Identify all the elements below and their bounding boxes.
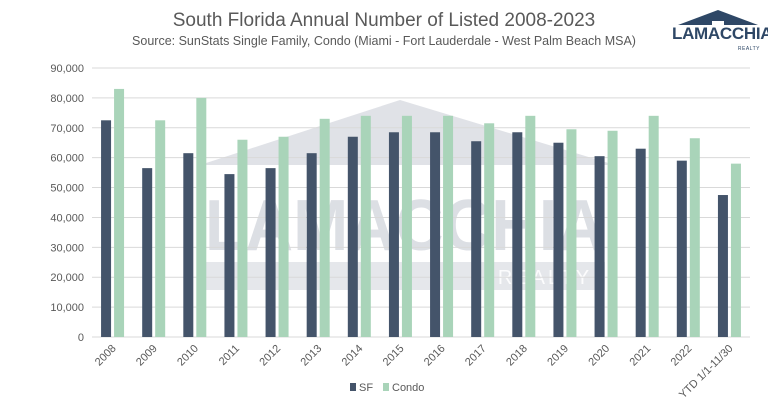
- bar-condo: [525, 115, 536, 337]
- bar-condo: [689, 138, 700, 337]
- bar-sf: [430, 132, 441, 337]
- bar-condo: [360, 115, 371, 337]
- x-tick-label: 2020: [586, 343, 612, 369]
- legend-swatch-condo: [383, 383, 389, 391]
- y-tick-label: 90,000: [50, 63, 84, 75]
- x-tick-label: 2022: [669, 343, 695, 369]
- y-tick-label: 40,000: [50, 212, 84, 224]
- x-tick-label: 2018: [504, 343, 530, 369]
- bar-sf: [635, 148, 646, 337]
- y-tick-label: 50,000: [50, 183, 84, 195]
- y-tick-label: 30,000: [50, 242, 84, 254]
- y-tick-label: 70,000: [50, 123, 84, 135]
- x-tick-label: 2013: [299, 343, 325, 369]
- bar-condo: [278, 136, 289, 337]
- bar-condo: [443, 115, 454, 337]
- logo-tagline: REALTY: [737, 46, 760, 52]
- bar-condo: [196, 97, 207, 337]
- legend-label-condo: Condo: [392, 382, 424, 394]
- y-tick-label: 20,000: [50, 272, 84, 284]
- bar-condo: [114, 88, 125, 337]
- bar-sf: [224, 174, 235, 337]
- x-tick-label: 2008: [93, 343, 119, 369]
- bar-sf: [717, 195, 728, 337]
- bar-condo: [237, 139, 248, 337]
- bar-condo: [484, 123, 495, 338]
- bar-condo: [319, 118, 330, 337]
- y-tick-label: 10,000: [50, 302, 84, 314]
- lamacchia-logo: LAMACCHIA REALTY: [672, 8, 768, 56]
- x-tick-label: 2011: [217, 343, 242, 368]
- x-tick-label: 2015: [381, 343, 407, 369]
- x-tick-label: 2012: [257, 343, 283, 369]
- bar-sf: [594, 156, 605, 337]
- y-tick-label: 60,000: [50, 153, 84, 165]
- bar-condo: [648, 115, 659, 337]
- bar-sf: [512, 132, 523, 337]
- y-tick-label: 0: [78, 332, 84, 344]
- bar-condo: [607, 130, 618, 337]
- logo-roof-icon: [678, 10, 758, 25]
- bar-condo: [730, 163, 741, 337]
- chart-title: South Florida Annual Number of Listed 20…: [172, 10, 596, 31]
- bar-sf: [388, 132, 399, 337]
- bar-sf: [347, 136, 358, 337]
- bar-sf: [471, 141, 482, 337]
- bar-sf: [265, 168, 276, 337]
- bar-condo: [155, 120, 166, 337]
- bar-sf: [183, 153, 194, 337]
- x-tick-label: 2016: [422, 343, 448, 369]
- legend-swatch-sf: [350, 383, 356, 391]
- chart-subtitle: Source: SunStats Single Family, Condo (M…: [132, 34, 636, 48]
- x-tick-label: 2019: [545, 343, 571, 369]
- x-tick-label: 2010: [175, 343, 201, 369]
- bar-sf: [306, 153, 317, 337]
- logo-wordmark: LAMACCHIA: [672, 24, 768, 43]
- bar-sf: [553, 142, 564, 337]
- x-tick-label: 2014: [340, 343, 366, 369]
- bar-sf: [142, 168, 153, 337]
- legend-label-sf: SF: [359, 382, 373, 394]
- x-tick-label: 2021: [628, 343, 654, 369]
- watermark-subtext: REALTY: [498, 267, 592, 289]
- bar-sf: [101, 120, 112, 337]
- x-tick-label: 2009: [134, 343, 160, 369]
- bar-condo: [401, 115, 412, 337]
- x-tick-label: 2017: [463, 343, 489, 369]
- y-tick-label: 80,000: [50, 93, 84, 105]
- bar-condo: [566, 129, 577, 337]
- bar-sf: [676, 160, 687, 337]
